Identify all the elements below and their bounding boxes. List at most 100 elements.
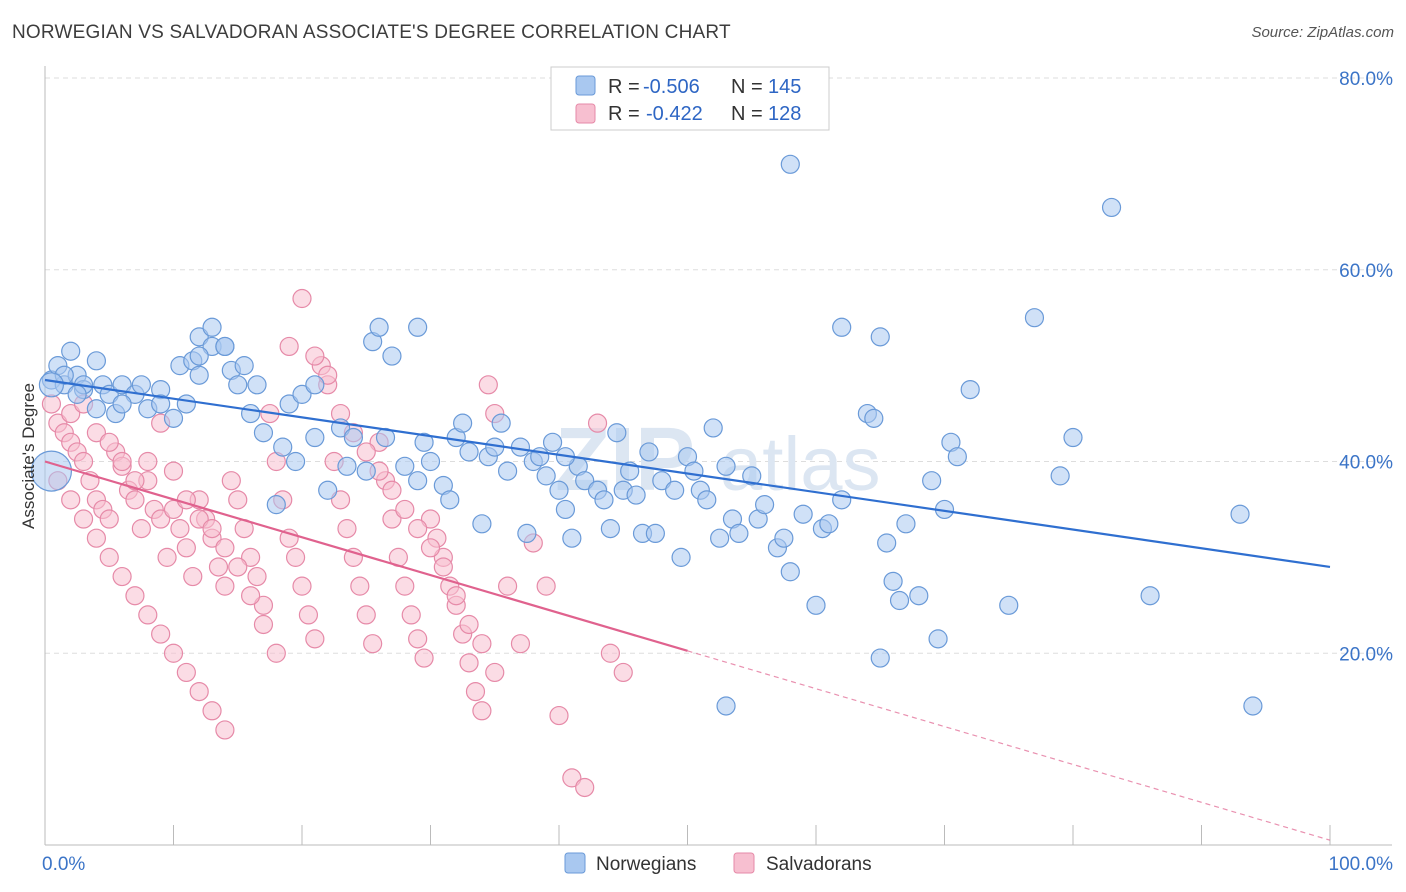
- norwegian-point: [671, 547, 691, 567]
- norwegian-point: [266, 495, 286, 515]
- norwegian-point: [414, 432, 434, 452]
- salvadoran-point: [99, 547, 119, 567]
- norwegian-point: [780, 562, 800, 582]
- salvadoran-point: [41, 394, 62, 414]
- norwegian-point: [253, 423, 274, 443]
- norwegian-point: [575, 471, 595, 491]
- norwegian-point: [279, 394, 299, 414]
- y-tick-label: 20.0%: [1339, 644, 1393, 665]
- salvadoran-point: [478, 375, 498, 395]
- salvadoran-point: [131, 519, 151, 539]
- chart-source: Source: ZipAtlas.com: [1251, 24, 1394, 41]
- norwegian-point: [337, 456, 357, 476]
- norwegian-point: [889, 590, 910, 611]
- salvadoran-point: [138, 605, 158, 625]
- salvadoran-point: [86, 423, 107, 443]
- salvadoran-point: [330, 490, 351, 510]
- norwegian-point: [305, 427, 325, 448]
- norwegian-point: [189, 327, 209, 347]
- salvadoran-point: [395, 576, 415, 596]
- series-legend: Norwegians Salvadorans: [564, 852, 872, 875]
- salvadoran-point: [356, 605, 376, 625]
- norwegian-point: [189, 365, 209, 385]
- salvadoran-point: [382, 509, 402, 529]
- salvadoran-point: [446, 586, 466, 606]
- salvadoran-point: [125, 490, 145, 510]
- norwegian-point: [215, 336, 235, 357]
- norwegian-point: [909, 586, 929, 606]
- norwegian-point: [202, 317, 222, 337]
- norwegian-point: [356, 461, 376, 481]
- trend-line-salvadorans: [44, 460, 688, 652]
- norwegian-point: [241, 403, 261, 424]
- norwegian-point: [189, 346, 209, 366]
- salvadoran-point: [356, 442, 376, 462]
- norwegian-point: [703, 418, 723, 438]
- salvadoran-point: [189, 509, 209, 529]
- salvadoran-point: [285, 547, 306, 567]
- data-points: [30, 154, 1263, 798]
- norwegian-point: [742, 466, 762, 486]
- salvadoran-point: [125, 586, 145, 606]
- bottom-legend-swatch-salvadorans: [733, 852, 755, 874]
- salvadoran-point: [420, 509, 441, 529]
- norwegian-point: [67, 384, 87, 404]
- salvadoran-point: [510, 634, 531, 654]
- salvadoran-point: [562, 768, 582, 788]
- salvadoran-point: [472, 701, 492, 721]
- legend-n-value-2: 128: [768, 103, 801, 125]
- salvadoran-point: [337, 519, 357, 539]
- salvadoran-point: [465, 681, 486, 702]
- salvadoran-point: [208, 557, 229, 577]
- norwegian-point: [684, 461, 704, 481]
- salvadoran-point: [241, 547, 261, 567]
- salvadoran-point: [433, 557, 453, 577]
- salvadoran-point: [86, 528, 107, 548]
- salvadoran-point: [73, 509, 94, 529]
- salvadoran-point: [253, 614, 274, 635]
- legend-r-label-1: R =: [608, 76, 640, 98]
- salvadoran-point: [613, 662, 633, 683]
- salvadoran-point: [112, 566, 132, 587]
- bottom-legend-swatch-norwegians: [564, 852, 586, 874]
- norwegian-point: [832, 317, 852, 337]
- salvadoran-point: [163, 461, 184, 481]
- salvadoran-point: [99, 509, 119, 529]
- salvadoran-point: [215, 538, 235, 558]
- salvadoran-point: [170, 519, 190, 539]
- norwegian-point: [774, 528, 794, 548]
- norwegian-point: [131, 375, 151, 395]
- norwegian-point: [228, 375, 248, 395]
- legend-r-value-1: -0.506: [643, 76, 700, 98]
- norwegian-point: [517, 523, 537, 544]
- norwegian-point: [806, 595, 826, 615]
- legend-n-label-1: N =: [731, 76, 763, 98]
- norwegian-point: [408, 471, 428, 491]
- norwegian-point: [247, 375, 267, 395]
- norwegian-point: [697, 490, 717, 510]
- norwegian-point: [600, 519, 621, 539]
- legend-n-label-2: N =: [731, 103, 763, 125]
- salvadoran-point: [151, 624, 171, 644]
- norwegian-point: [163, 408, 184, 428]
- norwegian-point: [369, 317, 389, 337]
- salvadoran-point: [189, 681, 209, 702]
- trend-line-norwegians: [44, 378, 1331, 569]
- norwegian-point: [877, 533, 897, 553]
- watermark-atlas: atlas: [720, 422, 881, 507]
- norwegian-point: [716, 696, 736, 716]
- norwegian-point: [395, 456, 415, 476]
- norwegian-point: [1101, 197, 1122, 218]
- norwegian-point: [420, 451, 441, 472]
- salvadoran-point: [414, 648, 434, 668]
- salvadoran-point: [253, 595, 274, 615]
- norwegian-point: [864, 408, 884, 428]
- salvadoran-point: [183, 566, 203, 587]
- norwegian-point: [510, 437, 531, 457]
- norwegian-point: [498, 461, 518, 481]
- norwegian-point: [343, 427, 363, 448]
- norwegian-point: [819, 514, 839, 534]
- legend-r-label-2: R =: [608, 103, 640, 125]
- y-axis-label: Associate's Degree: [19, 383, 38, 529]
